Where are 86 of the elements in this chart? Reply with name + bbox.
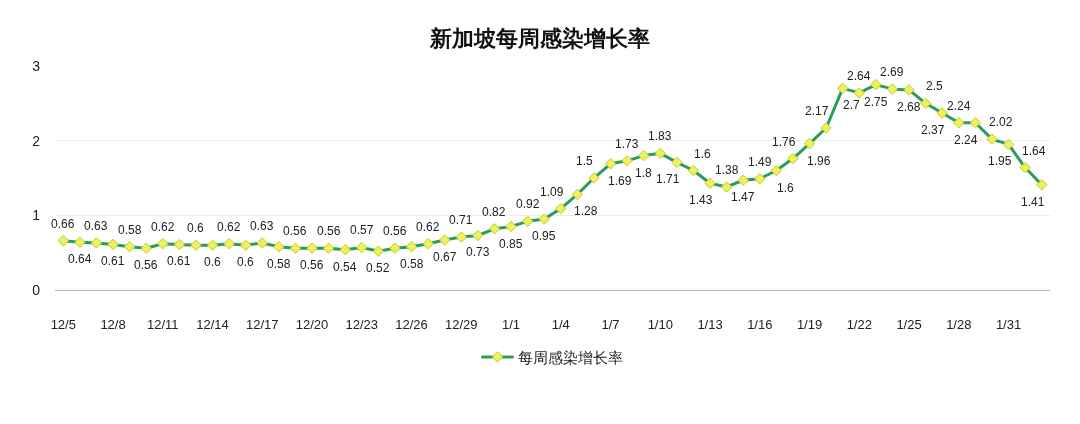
data-label: 0.95 <box>532 229 556 243</box>
data-label: 0.64 <box>68 252 92 266</box>
data-label: 0.6 <box>187 221 205 235</box>
y-tick-label: 3 <box>32 57 41 74</box>
data-label: 0.62 <box>416 220 440 234</box>
x-tick-label: 1/22 <box>846 316 872 332</box>
data-label: 2.7 <box>843 98 861 112</box>
data-label: 2.37 <box>921 123 945 137</box>
data-label: 0.6 <box>237 255 255 269</box>
data-label: 1.6 <box>694 147 712 161</box>
data-label: 1.8 <box>635 166 653 180</box>
x-tick-label: 12/17 <box>246 316 279 332</box>
chart-title: 新加坡每周感染增长率 <box>429 25 650 51</box>
x-tick-label: 1/7 <box>601 316 620 332</box>
data-label: 0.62 <box>217 220 241 234</box>
data-label: 1.09 <box>540 185 564 199</box>
data-label: 0.71 <box>449 213 473 227</box>
data-label: 0.61 <box>167 254 191 268</box>
data-label: 1.83 <box>648 129 672 143</box>
data-label: 0.57 <box>350 223 374 237</box>
data-label: 0.73 <box>466 245 490 259</box>
data-label: 1.64 <box>1022 144 1046 158</box>
x-tick-label: 12/5 <box>50 316 76 332</box>
x-tick-label: 12/23 <box>345 316 379 332</box>
data-label: 0.61 <box>101 254 125 268</box>
x-tick-label: 12/11 <box>147 316 179 332</box>
x-tick-label: 1/10 <box>647 316 673 332</box>
data-label: 1.47 <box>731 190 755 204</box>
data-label: 1.43 <box>689 193 713 207</box>
x-tick-label: 12/14 <box>196 316 229 332</box>
x-tick-label: 1/31 <box>995 316 1022 332</box>
data-label: 2.69 <box>880 65 904 79</box>
data-label: 0.52 <box>366 261 390 275</box>
data-label: 0.56 <box>300 258 324 272</box>
data-label: 0.56 <box>283 224 307 238</box>
data-label: 0.85 <box>499 237 523 251</box>
data-label: 1.28 <box>574 204 598 218</box>
data-label: 1.38 <box>715 163 739 177</box>
data-label: 0.63 <box>250 219 274 233</box>
y-tick-label: 2 <box>32 132 41 149</box>
data-label: 1.96 <box>807 154 831 168</box>
data-label: 0.56 <box>383 224 407 238</box>
data-label: 2.68 <box>897 100 921 114</box>
x-tick-label: 12/26 <box>395 316 428 332</box>
x-tick-label: 1/28 <box>946 316 972 332</box>
x-tick-label: 12/29 <box>445 316 478 332</box>
x-tick-label: 1/16 <box>747 316 773 332</box>
x-tick-label: 1/4 <box>551 316 570 332</box>
data-label: 2.24 <box>954 133 978 147</box>
x-tick-label: 12/20 <box>295 316 329 332</box>
data-label: 0.58 <box>267 257 291 271</box>
data-label: 0.6 <box>204 255 222 269</box>
data-label: 1.69 <box>608 174 632 188</box>
x-tick-label: 1/1 <box>502 316 521 332</box>
x-tick-label: 1/25 <box>896 316 922 332</box>
data-label: 0.62 <box>151 220 175 234</box>
y-tick-label: 0 <box>32 281 41 298</box>
data-label: 0.66 <box>51 217 75 231</box>
data-label: 0.56 <box>317 224 341 238</box>
data-label: 0.82 <box>482 205 506 219</box>
data-label: 0.63 <box>84 219 108 233</box>
data-label: 0.56 <box>134 258 158 272</box>
data-label: 0.92 <box>516 197 540 211</box>
data-label: 1.71 <box>656 172 680 186</box>
data-label: 0.67 <box>433 250 457 264</box>
x-tick-label: 1/13 <box>697 316 723 332</box>
legend-label: 每周感染增长率 <box>517 348 623 367</box>
data-label: 1.49 <box>748 155 772 169</box>
data-label: 2.02 <box>989 115 1013 129</box>
data-label: 0.58 <box>400 257 424 271</box>
y-tick-label: 1 <box>32 207 41 224</box>
data-label: 2.64 <box>847 69 871 83</box>
data-label: 1.95 <box>988 154 1012 168</box>
data-label: 1.41 <box>1021 195 1045 209</box>
data-label: 1.6 <box>777 181 795 195</box>
data-label: 1.76 <box>772 135 796 149</box>
data-label: 2.5 <box>926 79 944 93</box>
data-label: 1.5 <box>576 154 594 168</box>
data-label: 0.58 <box>118 223 142 237</box>
data-label: 2.75 <box>864 95 888 109</box>
x-tick-label: 12/8 <box>100 316 126 332</box>
data-label: 0.54 <box>333 260 357 274</box>
data-label: 1.73 <box>615 137 639 151</box>
x-tick-label: 1/19 <box>796 316 823 332</box>
data-label: 2.24 <box>947 99 971 113</box>
data-label: 2.17 <box>805 104 829 118</box>
